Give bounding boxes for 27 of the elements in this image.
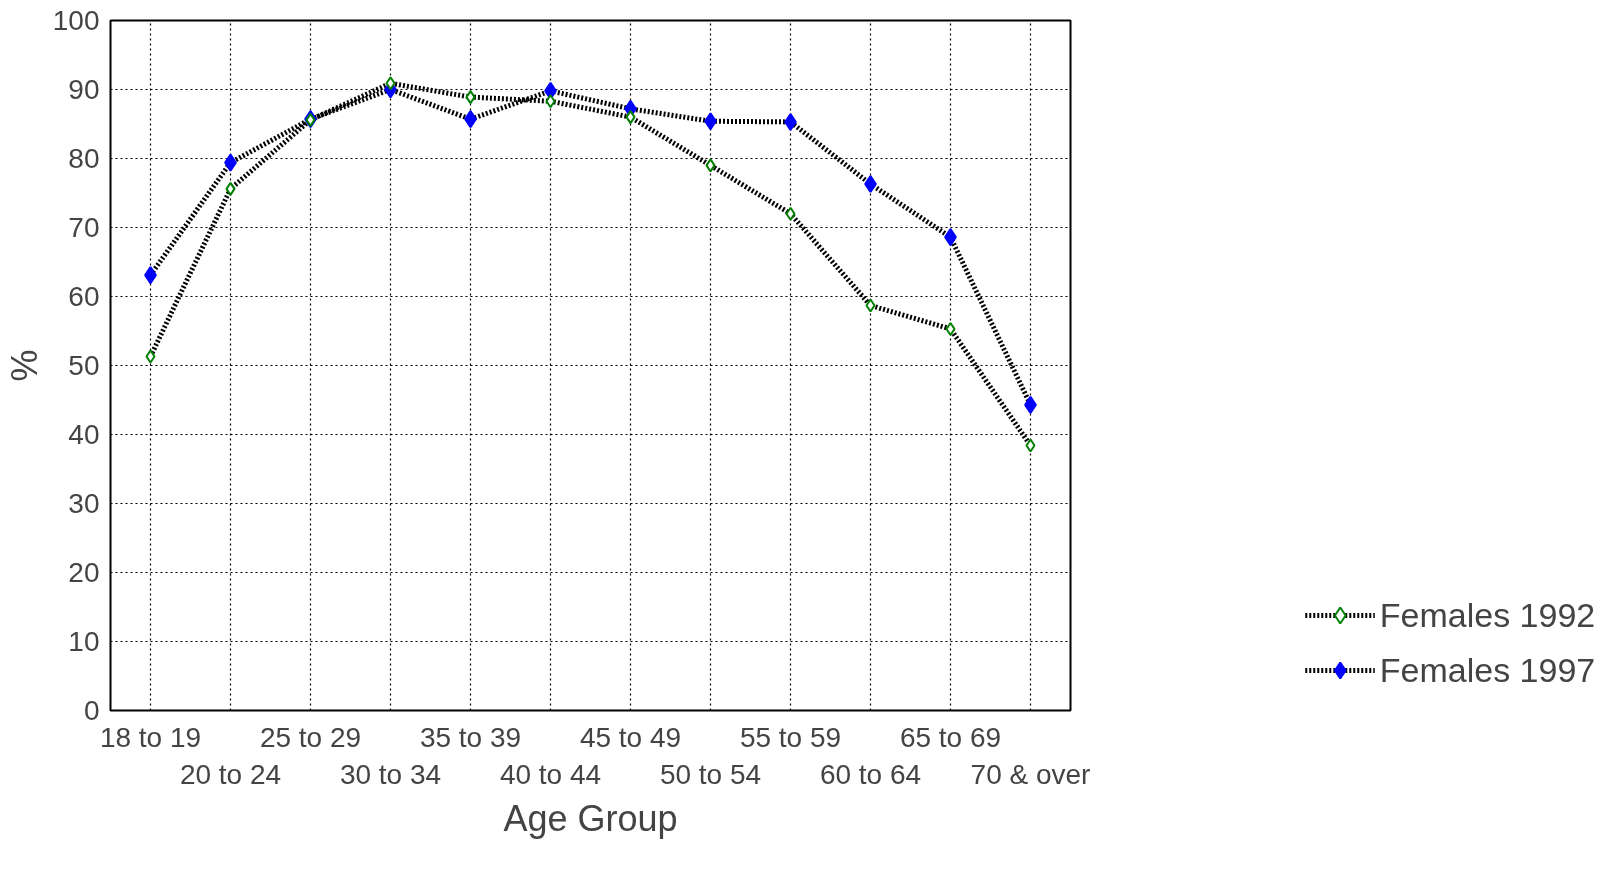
x-tick-label: 50 to 54 [659,758,762,790]
x-tick-label: 40 to 44 [499,758,602,790]
y-tick-label: 100 [52,5,100,36]
x-tick-label: 65 to 69 [899,721,1002,753]
x-tick-label: 30 to 34 [339,758,442,790]
x-tick-label: 18 to 19 [99,721,202,753]
y-tick-label: 50 [68,350,100,381]
y-tick-label: 80 [68,143,100,174]
x-tick-label: 45 to 49 [579,721,682,753]
legend-label: Females 1997 [1379,650,1596,690]
y-axis-title: % [3,349,45,382]
y-tick-label: 30 [68,488,100,519]
y-tick-label: 0 [83,695,100,726]
y-tick-label: 70 [68,212,100,243]
y-tick-label: 90 [68,74,100,105]
legend-label: Females 1992 [1379,595,1596,635]
x-tick-label: 70 & over [970,758,1091,790]
x-tick-label: 55 to 59 [739,721,842,753]
x-tick-label: 35 to 39 [419,721,522,753]
y-tick-label: 20 [68,557,100,588]
y-tick-label: 60 [68,281,100,312]
x-tick-label: 25 to 29 [259,721,362,753]
y-tick-label: 10 [68,626,100,657]
x-tick-label: 60 to 64 [819,758,922,790]
x-tick-label: 20 to 24 [179,758,282,790]
y-tick-label: 40 [68,419,100,450]
x-axis-title: Age Group [503,797,678,839]
